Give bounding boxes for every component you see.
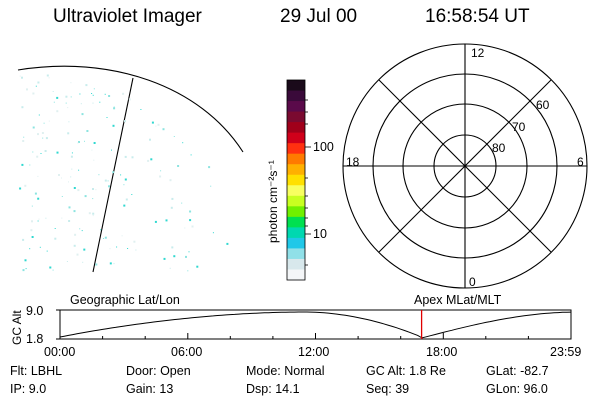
colorbar-band [287, 174, 305, 186]
date-label: 29 Jul 00 [280, 6, 358, 27]
timeline-left-caption: Geographic Lat/Lon [70, 293, 180, 307]
clock-label-6: 6 [577, 155, 584, 169]
status-seq: Seq: 39 [366, 382, 410, 396]
colorbar-band [287, 80, 305, 92]
time-label: 16:58:54 UT [425, 6, 530, 27]
polar-plot [342, 43, 588, 289]
status-gain: Gain: 13 [126, 382, 174, 396]
altitude-curve [59, 311, 572, 339]
clock-label-12: 12 [471, 46, 485, 60]
status-glat: GLat: -82.7 [486, 364, 549, 378]
status-glon: GLon: 96.0 [486, 382, 548, 396]
geographic-image [17, 65, 244, 273]
ring-label-70: 70 [512, 120, 526, 134]
colorbar-band [287, 227, 305, 239]
colorbar-band [287, 90, 305, 102]
status-dsp: Dsp: 14.1 [246, 382, 300, 396]
diag-2 [378, 79, 552, 253]
timeline-xtick-0600: 06:00 [171, 345, 203, 359]
timeline-ytick-low: 1.8 [26, 332, 44, 346]
colorbar-band [287, 269, 305, 281]
status-ip: IP: 9.0 [10, 382, 47, 396]
colorbar-band [287, 206, 305, 218]
colorbar-band [287, 237, 305, 250]
ring-label-80: 80 [492, 141, 506, 155]
status-flt: Flt: LBHL [10, 364, 63, 378]
colorbar-band [287, 216, 305, 228]
clock-label-0: 0 [469, 275, 476, 289]
timeline-xtick-2359: 23:59 [550, 345, 582, 359]
limb-arc [17, 65, 244, 153]
colorbar-frame [286, 79, 306, 281]
colorbar-tick-100: 100 [313, 140, 334, 154]
timeline-xtick-0000: 00:00 [44, 345, 76, 359]
emission-speckles [19, 74, 229, 272]
timeline-ytick-high: 9.0 [26, 304, 44, 318]
status-mode: Mode: Normal [246, 364, 325, 378]
timeline-xtick-1200: 12:00 [298, 345, 330, 359]
timeline-xtick-1800: 18:00 [426, 345, 458, 359]
timeline-ticks [59, 333, 572, 339]
timeline-plot [56, 309, 572, 340]
colorbar [287, 80, 305, 281]
colorbar-band [287, 111, 305, 123]
colorbar-band [287, 164, 305, 176]
colorbar-band [287, 258, 305, 271]
timeline-ylabel: GC Alt [10, 310, 24, 345]
colorbar-band [287, 185, 305, 197]
colorbar-band [287, 101, 305, 113]
colorbar-ticks [305, 99, 311, 266]
colorbar-tick-10: 10 [313, 227, 327, 241]
colorbar-unit-label: photon cm⁻²s⁻¹ [266, 160, 280, 243]
colorbar-band [287, 122, 305, 134]
colorbar-band [287, 132, 305, 144]
ring-label-60: 60 [536, 98, 550, 112]
instrument-title: Ultraviolet Imager [53, 6, 202, 27]
colorbar-band [287, 248, 305, 260]
colorbar-band [287, 153, 305, 165]
colorbar-band [287, 195, 305, 207]
colorbar-band [287, 143, 305, 155]
timeline-right-caption: Apex MLat/MLT [414, 293, 502, 307]
meridian-line [92, 77, 134, 273]
status-door: Door: Open [126, 364, 191, 378]
clock-label-18: 18 [346, 155, 360, 169]
status-gcalt: GC Alt: 1.8 Re [366, 364, 446, 378]
